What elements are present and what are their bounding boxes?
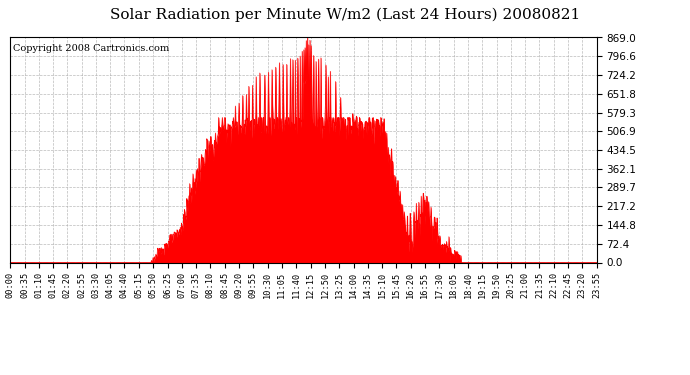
Text: Copyright 2008 Cartronics.com: Copyright 2008 Cartronics.com: [13, 44, 170, 53]
Text: Solar Radiation per Minute W/m2 (Last 24 Hours) 20080821: Solar Radiation per Minute W/m2 (Last 24…: [110, 8, 580, 22]
